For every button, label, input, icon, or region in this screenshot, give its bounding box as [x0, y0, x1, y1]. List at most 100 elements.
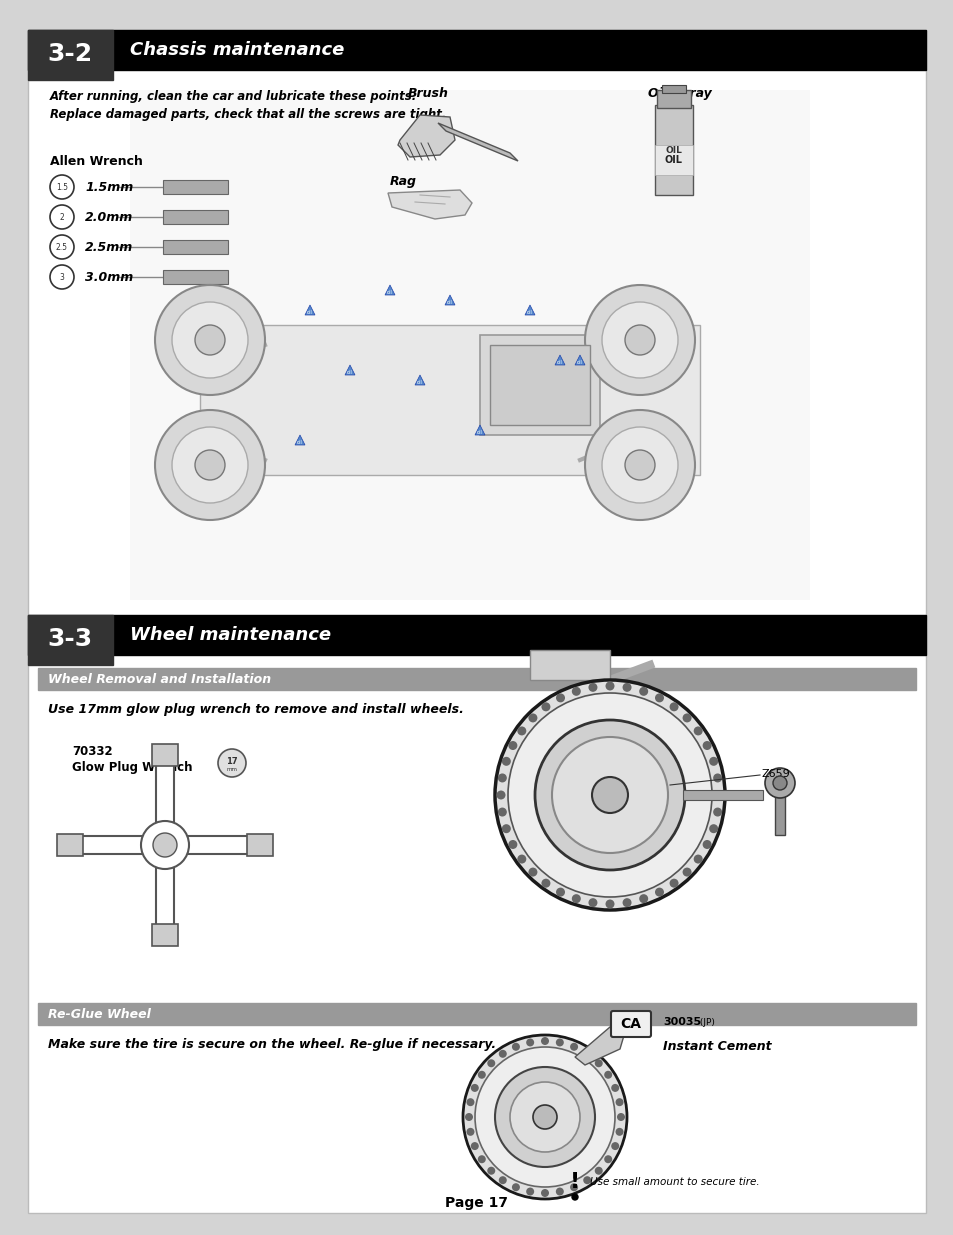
Polygon shape: [397, 115, 455, 157]
Polygon shape: [305, 305, 314, 315]
Polygon shape: [345, 366, 355, 375]
Circle shape: [639, 894, 647, 903]
Polygon shape: [388, 190, 472, 219]
Text: Re-Glue Wheel: Re-Glue Wheel: [48, 1008, 151, 1020]
Circle shape: [588, 683, 597, 692]
Circle shape: [497, 808, 506, 816]
Text: Use 17mm glow plug wrench to remove and install wheels.: Use 17mm glow plug wrench to remove and …: [48, 703, 463, 716]
Text: Wheel maintenance: Wheel maintenance: [130, 626, 331, 643]
Text: 2: 2: [59, 212, 64, 221]
Text: OIL: OIL: [664, 156, 682, 165]
Circle shape: [594, 1060, 602, 1067]
Polygon shape: [575, 354, 584, 366]
Circle shape: [571, 687, 580, 695]
Circle shape: [154, 285, 265, 395]
Circle shape: [475, 1047, 615, 1187]
Circle shape: [584, 410, 695, 520]
Circle shape: [669, 878, 678, 888]
Circle shape: [556, 888, 564, 897]
Circle shape: [693, 726, 702, 735]
Circle shape: [701, 840, 711, 848]
Polygon shape: [415, 375, 424, 385]
Circle shape: [582, 1050, 591, 1058]
Circle shape: [218, 748, 246, 777]
Circle shape: [615, 1128, 623, 1136]
Bar: [163, 270, 228, 284]
Bar: [57, 834, 83, 856]
Bar: [28, 30, 112, 80]
Circle shape: [466, 1098, 474, 1107]
Circle shape: [570, 1183, 578, 1192]
Circle shape: [572, 1194, 578, 1200]
Circle shape: [466, 1128, 474, 1136]
Circle shape: [622, 898, 631, 908]
Circle shape: [540, 1189, 548, 1197]
Circle shape: [594, 1167, 602, 1174]
Text: Z659: Z659: [761, 769, 790, 779]
Circle shape: [681, 867, 691, 877]
Circle shape: [603, 1071, 612, 1079]
Polygon shape: [437, 124, 517, 161]
Text: oil: oil: [347, 369, 353, 374]
Bar: [163, 240, 228, 254]
Text: oil: oil: [476, 430, 482, 435]
Text: CA: CA: [619, 1016, 640, 1031]
Polygon shape: [475, 425, 484, 435]
Circle shape: [508, 741, 517, 750]
Circle shape: [497, 773, 506, 783]
Circle shape: [172, 427, 248, 503]
Bar: [28, 615, 925, 655]
Circle shape: [470, 1084, 478, 1092]
Circle shape: [496, 790, 505, 799]
Bar: [200, 325, 700, 475]
Circle shape: [584, 285, 695, 395]
Text: Oil Spray: Oil Spray: [647, 86, 711, 100]
Text: oil: oil: [557, 359, 562, 364]
Text: 1.5: 1.5: [56, 183, 68, 191]
Circle shape: [615, 1098, 623, 1107]
Text: Rag: Rag: [390, 175, 416, 188]
Circle shape: [764, 768, 794, 798]
Circle shape: [571, 894, 580, 903]
Bar: [530, 650, 609, 680]
Polygon shape: [294, 435, 305, 445]
Polygon shape: [524, 305, 535, 315]
Circle shape: [510, 1082, 579, 1152]
Text: Brush: Brush: [408, 86, 449, 100]
Text: mm: mm: [226, 767, 237, 772]
Bar: [247, 834, 273, 856]
Bar: [655, 144, 692, 175]
Circle shape: [701, 741, 711, 750]
Text: OIL: OIL: [665, 146, 681, 154]
Bar: [479, 335, 599, 435]
Text: 2.5: 2.5: [56, 242, 68, 252]
Circle shape: [152, 832, 177, 857]
Circle shape: [603, 1155, 612, 1163]
Circle shape: [540, 1037, 548, 1045]
Circle shape: [172, 303, 248, 378]
Bar: [152, 743, 178, 766]
Bar: [163, 210, 228, 224]
Polygon shape: [555, 354, 564, 366]
Text: 3-2: 3-2: [48, 42, 92, 65]
Circle shape: [526, 1039, 534, 1046]
Circle shape: [50, 235, 74, 259]
Circle shape: [570, 1042, 578, 1051]
Circle shape: [624, 450, 655, 480]
Text: Chassis maintenance: Chassis maintenance: [130, 41, 344, 59]
Circle shape: [624, 325, 655, 354]
Circle shape: [535, 720, 684, 869]
Circle shape: [622, 683, 631, 692]
Circle shape: [714, 790, 722, 799]
Circle shape: [552, 737, 667, 853]
Circle shape: [556, 693, 564, 703]
Text: 30035: 30035: [662, 1016, 700, 1028]
Text: 3.0mm: 3.0mm: [85, 270, 133, 284]
Text: oil: oil: [447, 300, 453, 305]
Circle shape: [582, 1176, 591, 1184]
Text: 3-3: 3-3: [48, 627, 92, 651]
Bar: [28, 615, 112, 664]
Circle shape: [141, 821, 189, 869]
Circle shape: [464, 1113, 473, 1121]
Circle shape: [655, 693, 663, 703]
